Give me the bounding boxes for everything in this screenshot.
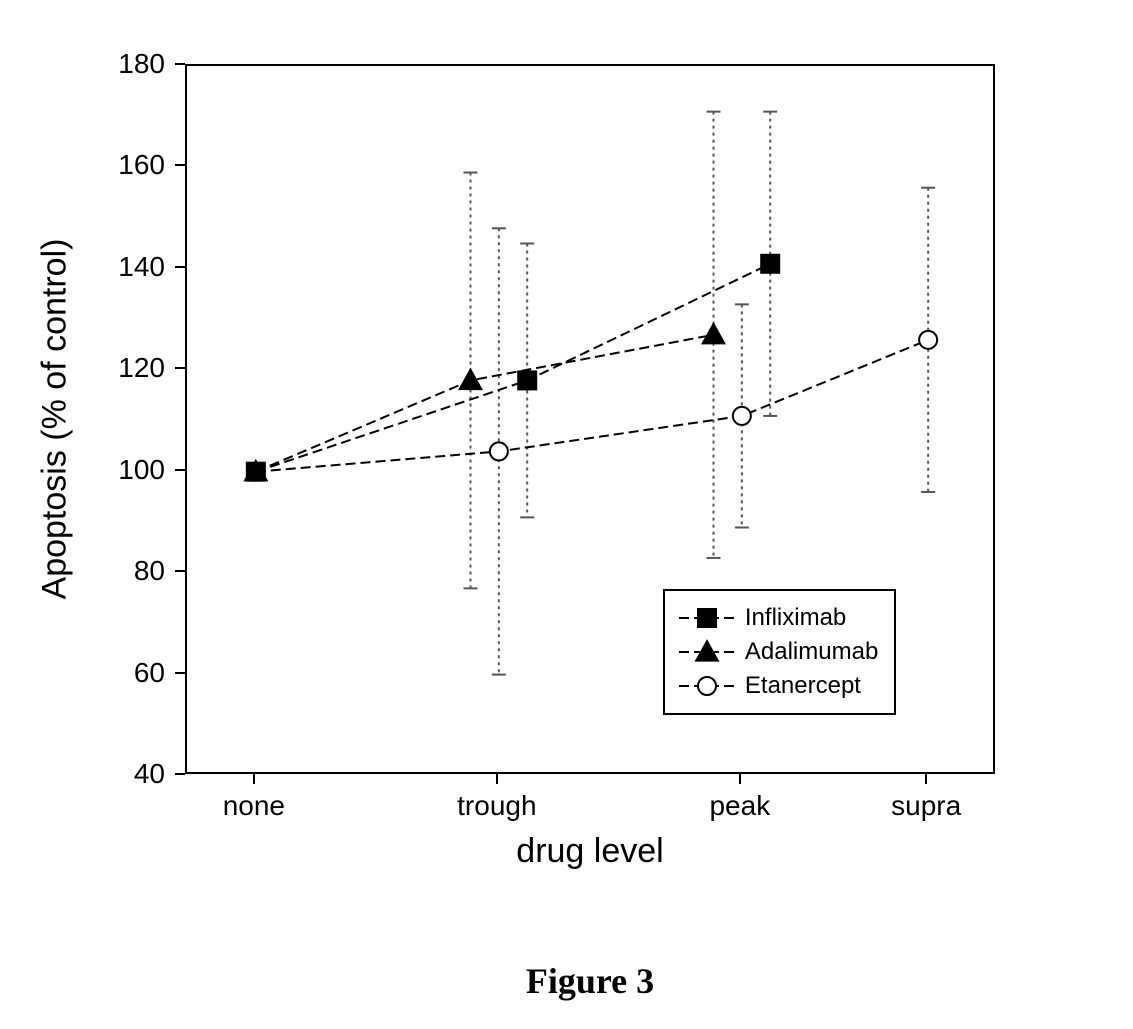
legend: Infliximab Adalimumab Etanercept [663, 589, 896, 715]
y-tick [175, 367, 185, 369]
legend-item: Etanercept [677, 669, 878, 703]
x-tick-label: supra [891, 790, 961, 822]
legend-label: Adalimumab [745, 638, 878, 666]
etanercept-marker [490, 442, 508, 460]
x-tick [925, 774, 927, 784]
etanercept-marker [919, 331, 937, 349]
y-tick [175, 164, 185, 166]
y-axis-label: Apoptosis (% of control) [36, 239, 75, 600]
infliximab-marker [761, 255, 779, 273]
y-tick-label: 120 [0, 352, 165, 384]
legend-item: Adalimumab [677, 635, 878, 669]
adalimumab-marker [703, 324, 725, 343]
y-tick-label: 140 [0, 251, 165, 283]
infliximab-marker [247, 463, 265, 481]
y-tick-label: 60 [0, 657, 165, 689]
y-tick [175, 570, 185, 572]
legend-swatch [677, 671, 737, 701]
x-tick-label: none [223, 790, 285, 822]
y-tick-label: 80 [0, 555, 165, 587]
y-tick-label: 180 [0, 48, 165, 80]
x-tick [253, 774, 255, 784]
y-tick [175, 63, 185, 65]
y-tick-label: 160 [0, 149, 165, 181]
x-tick [496, 774, 498, 784]
legend-swatch [677, 603, 737, 633]
figure-container: Apoptosis (% of control) drug level Figu… [0, 0, 1133, 1029]
legend-label: Infliximab [745, 604, 846, 632]
y-tick-label: 100 [0, 454, 165, 486]
legend-label: Etanercept [745, 672, 861, 700]
y-tick [175, 266, 185, 268]
figure-caption: Figure 3 [526, 960, 654, 1002]
x-tick [739, 774, 741, 784]
y-tick [175, 469, 185, 471]
y-tick [175, 672, 185, 674]
x-tick-label: trough [457, 790, 536, 822]
x-axis-label: drug level [516, 832, 663, 871]
infliximab-marker [518, 371, 536, 389]
etanercept-marker [733, 407, 751, 425]
y-tick [175, 773, 185, 775]
y-tick-label: 40 [0, 758, 165, 790]
legend-item: Infliximab [677, 601, 878, 635]
legend-swatch [677, 637, 737, 667]
x-tick-label: peak [709, 790, 770, 822]
